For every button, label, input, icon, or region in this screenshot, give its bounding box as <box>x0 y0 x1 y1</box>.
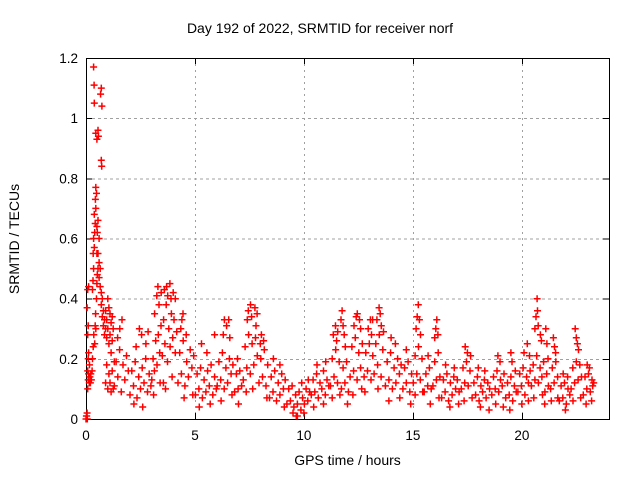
grid-layer <box>86 58 609 419</box>
x-tick-label: 15 <box>405 428 420 443</box>
x-axis-label: GPS time / hours <box>294 452 401 468</box>
y-tick-label: 0.6 <box>59 232 78 247</box>
y-tick-label: 0.8 <box>59 171 78 186</box>
scatter-points-layer <box>82 63 598 423</box>
tick-labels-layer: 0 0.2 0.4 0.6 0.8 1 1.2 0 5 10 15 20 <box>59 51 529 443</box>
x-tick-label: 5 <box>191 428 199 443</box>
x-tick-label: 0 <box>82 428 90 443</box>
y-tick-label: 1.2 <box>59 51 78 66</box>
scatter-points <box>82 63 598 423</box>
y-tick-label: 0 <box>70 412 78 427</box>
x-tick-label: 10 <box>296 428 311 443</box>
chart-title: Day 192 of 2022, SRMTID for receiver nor… <box>186 20 454 36</box>
y-tick-label: 1 <box>70 111 78 126</box>
y-tick-label: 0.4 <box>59 292 78 307</box>
x-tick-label: 20 <box>514 428 529 443</box>
y-tick-label: 0.2 <box>59 352 78 367</box>
